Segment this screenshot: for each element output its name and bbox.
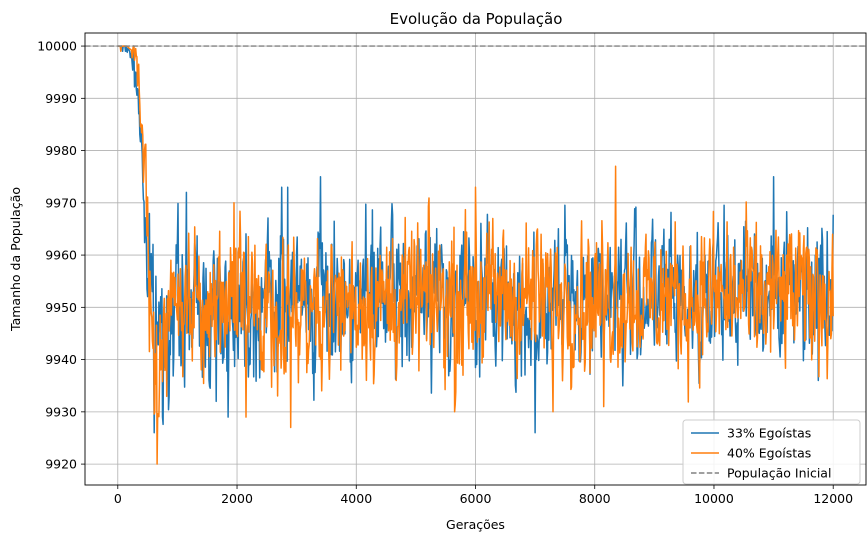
- x-axis-ticks: 0 2000 4000 6000 8000 10000 12000: [114, 485, 853, 506]
- legend-entry: 33% Egoístas: [727, 426, 811, 441]
- x-tick-label: 8000: [579, 491, 611, 506]
- legend-box: [682, 419, 861, 485]
- x-tick-label: 12000: [813, 491, 853, 506]
- y-axis-ticks: 9920 9930 9940 9950 9960 9970 9980 9990 10000: [37, 39, 85, 472]
- y-tick-label: 10000: [37, 39, 77, 54]
- y-tick-label: 9960: [45, 248, 77, 263]
- y-tick-label: 9990: [45, 91, 77, 106]
- y-tick-label: 9930: [45, 404, 77, 419]
- x-tick-label: 6000: [460, 491, 492, 506]
- y-tick-label: 9940: [45, 352, 77, 367]
- series-line-2: [117, 45, 834, 465]
- y-tick-label: 9980: [45, 143, 77, 158]
- x-tick-label: 2000: [221, 491, 253, 506]
- legend-entry: 40% Egoístas: [727, 446, 811, 461]
- x-tick-label: 10000: [694, 491, 734, 506]
- x-tick-label: 4000: [340, 491, 372, 506]
- y-tick-label: 9920: [45, 457, 77, 472]
- chart-title: Evolução da População: [390, 10, 563, 28]
- x-axis-label: Gerações: [446, 517, 505, 532]
- y-tick-label: 9970: [45, 195, 77, 210]
- legend: 33% Egoístas 40% Egoístas População Inicia…: [682, 419, 861, 485]
- legend-entry: População Inicial: [727, 466, 831, 481]
- plot-lines: [85, 45, 866, 465]
- x-tick-label: 0: [114, 491, 122, 506]
- y-axis-label: Tamanho da População: [8, 187, 23, 332]
- y-tick-label: 9950: [45, 300, 77, 315]
